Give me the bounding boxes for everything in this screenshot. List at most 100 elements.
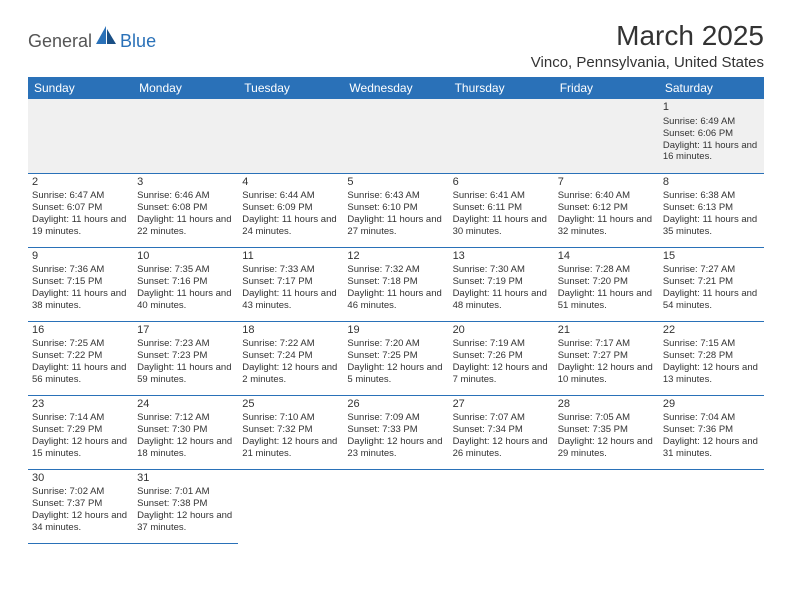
- day-number: 29: [663, 398, 760, 412]
- sail-icon: [96, 26, 118, 49]
- sunset-text: Sunset: 7:38 PM: [137, 498, 234, 510]
- day-number: 13: [453, 250, 550, 264]
- page-title: March 2025: [531, 20, 764, 52]
- day-number: 21: [558, 324, 655, 338]
- daylight-text: Daylight: 11 hours and 56 minutes.: [32, 362, 129, 386]
- sunset-text: Sunset: 7:21 PM: [663, 276, 760, 288]
- daylight-text: Daylight: 12 hours and 18 minutes.: [137, 436, 234, 460]
- sunset-text: Sunset: 7:15 PM: [32, 276, 129, 288]
- day-cell: 1Sunrise: 6:49 AMSunset: 6:06 PMDaylight…: [659, 99, 764, 173]
- day-number: 14: [558, 250, 655, 264]
- sunset-text: Sunset: 7:22 PM: [32, 350, 129, 362]
- day-cell: 17Sunrise: 7:23 AMSunset: 7:23 PMDayligh…: [133, 321, 238, 395]
- sunset-text: Sunset: 7:20 PM: [558, 276, 655, 288]
- daylight-text: Daylight: 11 hours and 24 minutes.: [242, 214, 339, 238]
- day-number: 6: [453, 176, 550, 190]
- daylight-text: Daylight: 11 hours and 54 minutes.: [663, 288, 760, 312]
- table-row: 1Sunrise: 6:49 AMSunset: 6:06 PMDaylight…: [28, 99, 764, 173]
- sunset-text: Sunset: 7:30 PM: [137, 424, 234, 436]
- day-cell: 30Sunrise: 7:02 AMSunset: 7:37 PMDayligh…: [28, 469, 133, 543]
- day-number: 27: [453, 398, 550, 412]
- day-cell: 28Sunrise: 7:05 AMSunset: 7:35 PMDayligh…: [554, 395, 659, 469]
- sunrise-text: Sunrise: 7:27 AM: [663, 264, 760, 276]
- day-cell: 8Sunrise: 6:38 AMSunset: 6:13 PMDaylight…: [659, 173, 764, 247]
- daylight-text: Daylight: 11 hours and 59 minutes.: [137, 362, 234, 386]
- day-number: 28: [558, 398, 655, 412]
- daylight-text: Daylight: 12 hours and 34 minutes.: [32, 510, 129, 534]
- daylight-text: Daylight: 12 hours and 5 minutes.: [347, 362, 444, 386]
- day-number: 3: [137, 176, 234, 190]
- day-number: 22: [663, 324, 760, 338]
- day-cell: 12Sunrise: 7:32 AMSunset: 7:18 PMDayligh…: [343, 247, 448, 321]
- daylight-text: Daylight: 12 hours and 13 minutes.: [663, 362, 760, 386]
- day-cell: 2Sunrise: 6:47 AMSunset: 6:07 PMDaylight…: [28, 173, 133, 247]
- daylight-text: Daylight: 11 hours and 19 minutes.: [32, 214, 129, 238]
- day-number: 12: [347, 250, 444, 264]
- logo-text-blue: Blue: [120, 31, 156, 52]
- col-tuesday: Tuesday: [238, 77, 343, 99]
- sunset-text: Sunset: 6:11 PM: [453, 202, 550, 214]
- col-wednesday: Wednesday: [343, 77, 448, 99]
- day-number: 18: [242, 324, 339, 338]
- sunrise-text: Sunrise: 7:22 AM: [242, 338, 339, 350]
- daylight-text: Daylight: 11 hours and 35 minutes.: [663, 214, 760, 238]
- sunset-text: Sunset: 6:13 PM: [663, 202, 760, 214]
- daylight-text: Daylight: 11 hours and 40 minutes.: [137, 288, 234, 312]
- sunset-text: Sunset: 7:27 PM: [558, 350, 655, 362]
- day-number: 8: [663, 176, 760, 190]
- day-cell: 15Sunrise: 7:27 AMSunset: 7:21 PMDayligh…: [659, 247, 764, 321]
- logo: General Blue: [28, 26, 156, 57]
- daylight-text: Daylight: 12 hours and 37 minutes.: [137, 510, 234, 534]
- sunrise-text: Sunrise: 7:07 AM: [453, 412, 550, 424]
- sunrise-text: Sunrise: 6:41 AM: [453, 190, 550, 202]
- day-cell: [449, 469, 554, 543]
- day-cell: [133, 99, 238, 173]
- sunrise-text: Sunrise: 7:35 AM: [137, 264, 234, 276]
- day-cell: 18Sunrise: 7:22 AMSunset: 7:24 PMDayligh…: [238, 321, 343, 395]
- sunset-text: Sunset: 6:09 PM: [242, 202, 339, 214]
- day-cell: 11Sunrise: 7:33 AMSunset: 7:17 PMDayligh…: [238, 247, 343, 321]
- day-number: 26: [347, 398, 444, 412]
- day-cell: 13Sunrise: 7:30 AMSunset: 7:19 PMDayligh…: [449, 247, 554, 321]
- day-number: 4: [242, 176, 339, 190]
- table-row: 9Sunrise: 7:36 AMSunset: 7:15 PMDaylight…: [28, 247, 764, 321]
- location-text: Vinco, Pennsylvania, United States: [531, 54, 764, 71]
- sunrise-text: Sunrise: 7:19 AM: [453, 338, 550, 350]
- sunrise-text: Sunrise: 6:46 AM: [137, 190, 234, 202]
- title-block: March 2025 Vinco, Pennsylvania, United S…: [531, 20, 764, 71]
- sunset-text: Sunset: 6:07 PM: [32, 202, 129, 214]
- day-number: 11: [242, 250, 339, 264]
- day-number: 15: [663, 250, 760, 264]
- table-row: 30Sunrise: 7:02 AMSunset: 7:37 PMDayligh…: [28, 469, 764, 543]
- sunset-text: Sunset: 6:12 PM: [558, 202, 655, 214]
- daylight-text: Daylight: 11 hours and 51 minutes.: [558, 288, 655, 312]
- sunrise-text: Sunrise: 6:47 AM: [32, 190, 129, 202]
- sunrise-text: Sunrise: 6:40 AM: [558, 190, 655, 202]
- sunrise-text: Sunrise: 7:17 AM: [558, 338, 655, 350]
- daylight-text: Daylight: 11 hours and 46 minutes.: [347, 288, 444, 312]
- daylight-text: Daylight: 12 hours and 15 minutes.: [32, 436, 129, 460]
- day-cell: [343, 469, 448, 543]
- daylight-text: Daylight: 12 hours and 10 minutes.: [558, 362, 655, 386]
- sunset-text: Sunset: 7:26 PM: [453, 350, 550, 362]
- col-sunday: Sunday: [28, 77, 133, 99]
- day-number: 5: [347, 176, 444, 190]
- sunrise-text: Sunrise: 7:05 AM: [558, 412, 655, 424]
- day-number: 17: [137, 324, 234, 338]
- daylight-text: Daylight: 12 hours and 23 minutes.: [347, 436, 444, 460]
- sunset-text: Sunset: 7:28 PM: [663, 350, 760, 362]
- daylight-text: Daylight: 12 hours and 31 minutes.: [663, 436, 760, 460]
- day-cell: 31Sunrise: 7:01 AMSunset: 7:38 PMDayligh…: [133, 469, 238, 543]
- day-cell: 24Sunrise: 7:12 AMSunset: 7:30 PMDayligh…: [133, 395, 238, 469]
- logo-text-general: General: [28, 31, 92, 52]
- daylight-text: Daylight: 12 hours and 21 minutes.: [242, 436, 339, 460]
- day-cell: 4Sunrise: 6:44 AMSunset: 6:09 PMDaylight…: [238, 173, 343, 247]
- day-cell: 19Sunrise: 7:20 AMSunset: 7:25 PMDayligh…: [343, 321, 448, 395]
- day-cell: 3Sunrise: 6:46 AMSunset: 6:08 PMDaylight…: [133, 173, 238, 247]
- day-cell: [238, 99, 343, 173]
- day-number: 19: [347, 324, 444, 338]
- day-cell: 20Sunrise: 7:19 AMSunset: 7:26 PMDayligh…: [449, 321, 554, 395]
- daylight-text: Daylight: 12 hours and 29 minutes.: [558, 436, 655, 460]
- day-cell: [554, 99, 659, 173]
- day-cell: 22Sunrise: 7:15 AMSunset: 7:28 PMDayligh…: [659, 321, 764, 395]
